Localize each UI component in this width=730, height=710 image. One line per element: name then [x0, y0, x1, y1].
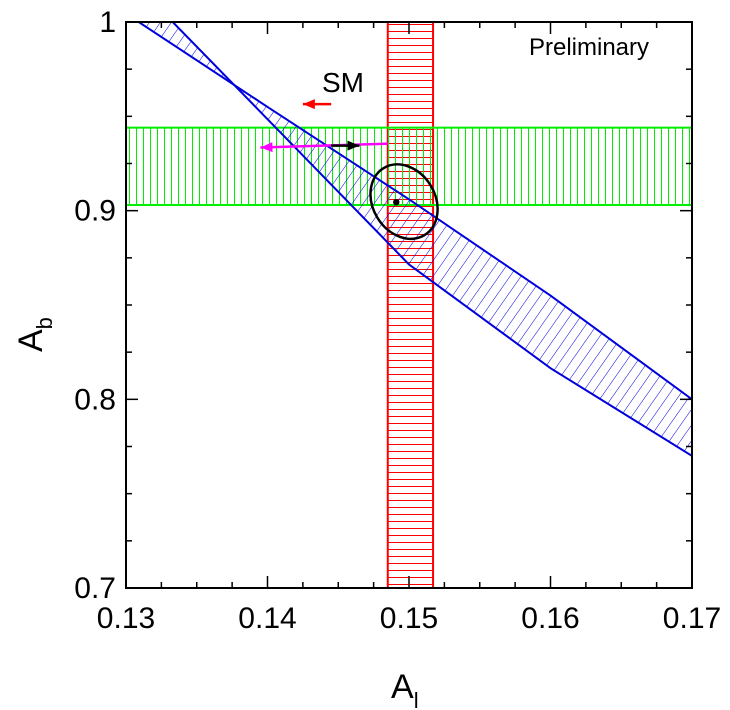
y-tick-label: 1 [99, 6, 116, 39]
y-axis-label: Ab [12, 317, 57, 352]
y-tick-label: 0.8 [74, 383, 116, 416]
arrow-2 [260, 142, 388, 153]
plot-area [126, 22, 692, 588]
x-axis-label: Al [391, 668, 419, 710]
x-tick-label: 0.14 [238, 602, 296, 635]
arrow-1 [302, 99, 332, 110]
diagonal-band-lower-edge [171, 22, 692, 457]
arrow-3 [331, 140, 360, 151]
arrow-head [347, 140, 360, 151]
y-tick-label: 0.7 [74, 572, 116, 605]
tick-labels: 0.13 0.14 0.15 0.16 0.17 0.7 0.8 0.9 1 [74, 6, 721, 635]
x-tick-label: 0.15 [380, 602, 438, 635]
confidence-ellipse [369, 163, 439, 241]
arrow-head [260, 142, 273, 153]
vertical-band [386, 22, 435, 588]
central-point [393, 198, 400, 206]
x-tick-label: 0.17 [663, 602, 721, 635]
arrow-shaft [260, 142, 388, 149]
x-tick-label: 0.13 [97, 602, 155, 635]
axes [125, 21, 693, 589]
y-tick-label: 0.9 [74, 195, 116, 228]
preliminary-label: Preliminary [529, 34, 649, 61]
diagonal-band-upper-edge [138, 22, 692, 401]
x-tick-label: 0.16 [521, 602, 579, 635]
sm-label: SM [322, 67, 364, 98]
arrow-head [302, 99, 315, 110]
